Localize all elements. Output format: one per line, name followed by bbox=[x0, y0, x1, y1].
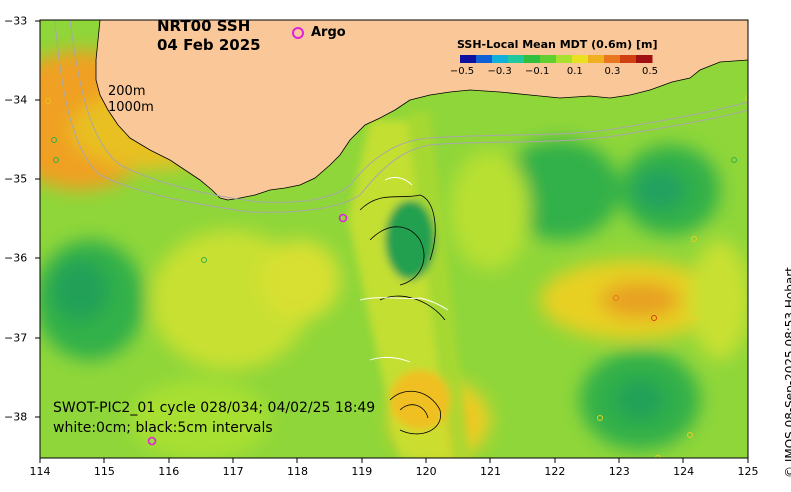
argo-legend-icon bbox=[292, 27, 304, 39]
x-tick-label: 114 bbox=[29, 465, 51, 478]
colorbar-swatch bbox=[588, 55, 605, 63]
y-tick-label: −34 bbox=[4, 93, 28, 107]
x-tick-label: 115 bbox=[93, 465, 115, 478]
ssh-contours-white bbox=[359, 177, 449, 363]
colorbar-title: SSH-Local Mean MDT (0.6m) [m] bbox=[457, 38, 658, 51]
x-tick-label: 125 bbox=[737, 465, 759, 478]
map-title-product: NRT00 SSH bbox=[157, 17, 251, 35]
argo-float-marker bbox=[338, 213, 348, 223]
colorbar-swatch bbox=[492, 55, 509, 63]
landmass bbox=[95, 20, 748, 201]
colorbar-tick-label: −0.3 bbox=[487, 66, 512, 77]
imos-credit: © IMOS 08-Sep-2025 08:53 Hobart bbox=[783, 267, 791, 478]
y-tick-label: −38 bbox=[4, 410, 28, 424]
colorbar-swatch bbox=[604, 55, 621, 63]
x-tick-label: 119 bbox=[351, 465, 373, 478]
x-tick-label: 124 bbox=[673, 465, 695, 478]
map-title-date: 04 Feb 2025 bbox=[157, 36, 261, 54]
y-tick-label: −37 bbox=[4, 331, 28, 345]
colorbar-tick-label: 0.5 bbox=[642, 66, 658, 77]
data-points bbox=[45, 95, 748, 458]
map-title: NRT00 SSH 04 Feb 2025 bbox=[157, 17, 261, 55]
colorbar-swatch bbox=[540, 55, 557, 63]
x-tick-label: 120 bbox=[415, 465, 437, 478]
plot-frame bbox=[39, 19, 749, 459]
x-tick-label: 117 bbox=[222, 465, 244, 478]
colorbar-swatch bbox=[556, 55, 573, 63]
colorbar-swatch bbox=[636, 55, 653, 63]
argo-legend-label: Argo bbox=[311, 25, 346, 40]
ssh-contours-black bbox=[359, 194, 446, 435]
y-tick-label: −36 bbox=[4, 251, 28, 265]
colorbar-tick-label: −0.5 bbox=[449, 66, 475, 77]
swot-swaths bbox=[348, 112, 470, 458]
x-tick-label: 123 bbox=[608, 465, 630, 478]
colorbar-tick-label: 0.1 bbox=[566, 66, 583, 77]
y-tick-label: −33 bbox=[4, 14, 28, 28]
colorbar-swatch bbox=[460, 55, 477, 63]
colorbar-tick-label: −0.1 bbox=[525, 66, 550, 77]
colorbar-swatch bbox=[476, 55, 493, 63]
axis-ticks bbox=[35, 20, 749, 463]
argo-floats bbox=[147, 213, 348, 446]
x-tick-label: 121 bbox=[480, 465, 502, 478]
bathymetry-lines bbox=[54, 20, 748, 213]
y-tick-label: −35 bbox=[4, 172, 28, 186]
colorbar-swatch bbox=[524, 55, 541, 63]
x-tick-label: 118 bbox=[286, 465, 308, 478]
swot-pass-info: SWOT-PIC2_01 cycle 028/034; 04/02/25 18:… bbox=[53, 400, 376, 416]
argo-float-marker bbox=[147, 436, 157, 446]
depth-label-1000m: 1000m bbox=[108, 100, 154, 115]
colorbar-swatch bbox=[620, 55, 637, 63]
x-tick-label: 122 bbox=[544, 465, 566, 478]
x-tick-label: 116 bbox=[158, 465, 180, 478]
depth-label-200m: 200m bbox=[108, 84, 146, 99]
contour-interval-info: white:0cm; black:5cm intervals bbox=[53, 420, 273, 436]
colorbar-tick-label: 0.3 bbox=[604, 66, 621, 77]
colorbar bbox=[460, 55, 653, 63]
colorbar-swatch bbox=[508, 55, 525, 63]
colorbar-swatch bbox=[572, 55, 589, 63]
